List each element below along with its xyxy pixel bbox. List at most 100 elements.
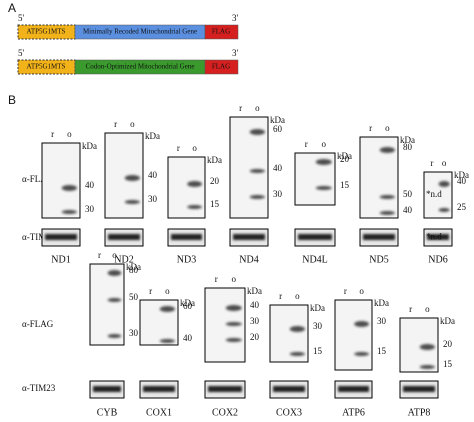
- lane-label: r: [279, 291, 282, 301]
- marker-label: 80: [129, 265, 139, 275]
- marker-label: 30: [377, 316, 387, 326]
- blot-name: CYB: [97, 407, 118, 418]
- marker-label: 20: [210, 176, 220, 186]
- lane-label: o: [192, 143, 197, 153]
- band: [159, 306, 175, 312]
- lane-label: o: [255, 103, 260, 113]
- row-label: α-FLAG: [22, 174, 54, 184]
- lane-label: o: [442, 158, 447, 168]
- marker-label: 30: [313, 321, 323, 331]
- blot-name: COX1: [146, 407, 172, 418]
- band: [403, 386, 435, 392]
- marker-label: 50: [403, 189, 413, 199]
- band: [124, 175, 140, 181]
- lane-label: r: [305, 139, 308, 149]
- band: [107, 270, 122, 276]
- band: [419, 365, 435, 369]
- band: [315, 186, 332, 190]
- marker-label: 30: [273, 189, 283, 199]
- lane-label: r: [98, 250, 101, 260]
- unit-label: kDa: [310, 303, 325, 313]
- blot: [104, 132, 144, 219]
- marker-label: 60: [183, 301, 193, 311]
- blot-name: ND2: [114, 254, 133, 265]
- unit-label: kDa: [440, 316, 455, 326]
- marker-label: 30: [129, 328, 139, 338]
- lane-label: o: [359, 286, 364, 296]
- panel-label: A: [8, 1, 16, 15]
- blot-name: ND5: [369, 254, 388, 265]
- panel-label: B: [8, 93, 16, 107]
- band: [298, 234, 332, 240]
- band: [187, 205, 203, 209]
- marker-label: 40: [85, 180, 95, 190]
- marker-label: 20: [250, 332, 260, 342]
- band: [171, 234, 202, 240]
- unit-label: kDa: [207, 155, 222, 165]
- lane-label: o: [165, 286, 170, 296]
- unit-label: kDa: [145, 131, 160, 141]
- marker-label: 80: [403, 142, 413, 152]
- blot-name: COX3: [276, 407, 302, 418]
- three-prime: 3': [232, 48, 239, 58]
- band: [108, 234, 140, 240]
- lane-label: o: [130, 119, 135, 129]
- lane-label: o: [232, 274, 237, 284]
- marker-label: 40: [457, 176, 467, 186]
- unit-label: kDa: [270, 115, 285, 125]
- marker-label: 40: [250, 300, 260, 310]
- marker-label: 15: [443, 359, 453, 369]
- lane-label: o: [425, 304, 430, 314]
- unit-label: kDa: [454, 170, 469, 180]
- marker-label: 60: [273, 124, 283, 134]
- blot-name: COX2: [212, 407, 238, 418]
- lane-label: r: [369, 123, 372, 133]
- band: [159, 339, 175, 343]
- band: [249, 195, 265, 199]
- tag-box: [204, 59, 239, 75]
- marker-label: 50: [129, 292, 139, 302]
- band: [354, 352, 370, 356]
- band: [438, 208, 450, 212]
- lane-label: o: [385, 123, 390, 133]
- lane-label: r: [114, 119, 117, 129]
- marker-label: 15: [313, 346, 323, 356]
- lane-label: o: [322, 139, 327, 149]
- band: [208, 386, 242, 392]
- marker-label: 15: [340, 180, 350, 190]
- band: [273, 386, 305, 392]
- band: [107, 298, 122, 302]
- blot: [167, 156, 206, 219]
- band: [249, 129, 265, 135]
- marker-label: 30: [250, 316, 260, 326]
- marker-label: 15: [210, 199, 220, 209]
- band: [143, 386, 175, 392]
- band: [107, 334, 122, 338]
- marker-label: 20: [340, 154, 350, 164]
- band: [419, 344, 435, 350]
- unit-label: kDa: [400, 135, 415, 145]
- blot: [41, 142, 81, 219]
- unit-label: kDa: [82, 141, 97, 151]
- band: [45, 234, 77, 240]
- tag-label: FLAG: [212, 63, 230, 71]
- lane-label: r: [215, 274, 218, 284]
- marker-label: 40: [273, 163, 283, 173]
- band: [438, 181, 450, 187]
- lane-label: o: [112, 250, 117, 260]
- lane-label: r: [177, 143, 180, 153]
- row-label: α-TIM23: [22, 383, 56, 393]
- band: [427, 234, 449, 240]
- row-label: α-TIM23: [22, 232, 56, 242]
- unit-label: kDa: [126, 262, 141, 272]
- blot: [334, 299, 373, 371]
- band: [379, 211, 395, 215]
- band: [289, 326, 305, 332]
- marker-label: 40: [183, 333, 193, 343]
- blot-name: ND4L: [302, 254, 328, 265]
- lane-label: r: [149, 286, 152, 296]
- band: [289, 352, 305, 356]
- band: [249, 169, 265, 173]
- lane-label: r: [430, 158, 433, 168]
